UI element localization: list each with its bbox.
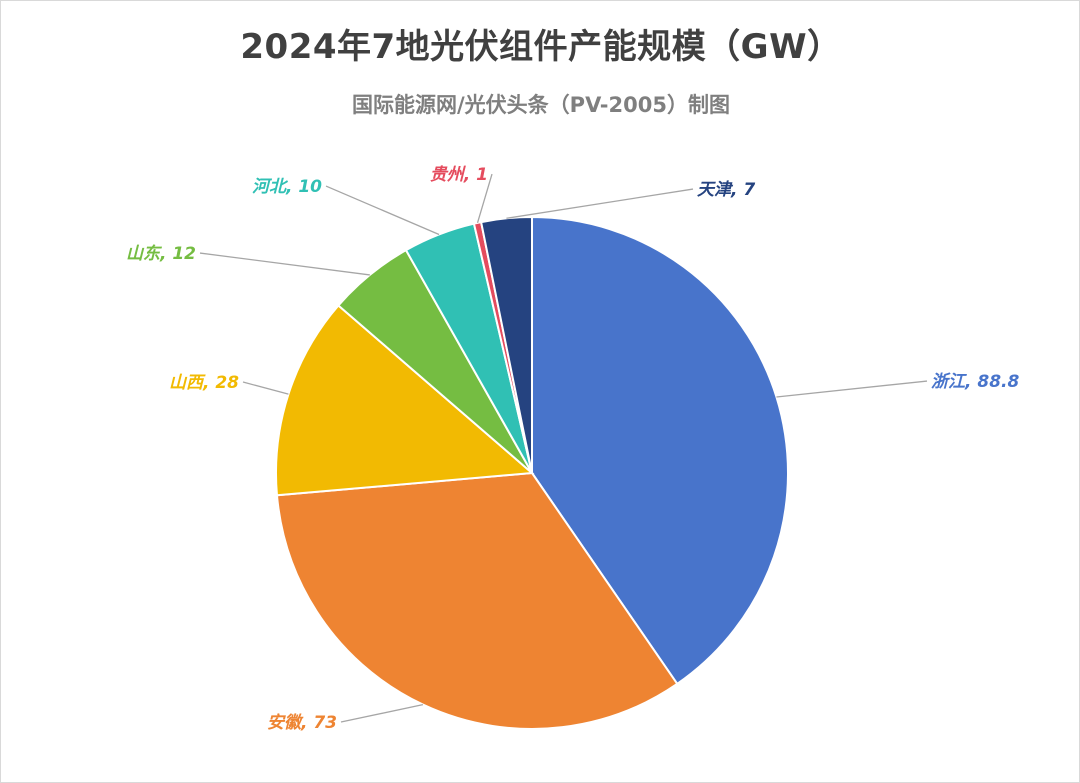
leader-line-6 bbox=[506, 188, 694, 219]
data-label-2: 山西, 28 bbox=[169, 373, 239, 393]
leader-line-5 bbox=[476, 173, 493, 224]
leader-line-2 bbox=[242, 381, 289, 395]
pie-slices bbox=[275, 215, 789, 730]
data-label-4: 河北, 10 bbox=[252, 177, 322, 197]
chart-title: 2024年7地光伏组件产能规模（GW） bbox=[240, 27, 842, 67]
pie-slice-1 bbox=[275, 471, 679, 730]
leader-line-0 bbox=[776, 380, 928, 398]
chart-subtitle: 国际能源网/光伏头条（PV-2005）制图 bbox=[352, 93, 730, 117]
leader-line-3 bbox=[199, 252, 370, 276]
leader-lines bbox=[199, 173, 928, 723]
data-label-0: 浙江, 88.8 bbox=[931, 372, 1019, 392]
pie-slice-6 bbox=[479, 215, 533, 474]
data-label-6: 天津, 7 bbox=[697, 180, 755, 200]
pie-slice-0 bbox=[531, 215, 789, 686]
leader-line-4 bbox=[325, 185, 440, 236]
data-label-3: 山东, 12 bbox=[126, 244, 196, 264]
data-label-1: 安徽, 73 bbox=[267, 713, 337, 733]
leader-line-1 bbox=[340, 703, 424, 723]
data-labels: 浙江, 88.8 安徽, 73 山西, 28 山东, 12 河北, 10 贵州, 1 天津,… bbox=[126, 165, 1020, 733]
data-label-5: 贵州, 1 bbox=[430, 165, 488, 185]
